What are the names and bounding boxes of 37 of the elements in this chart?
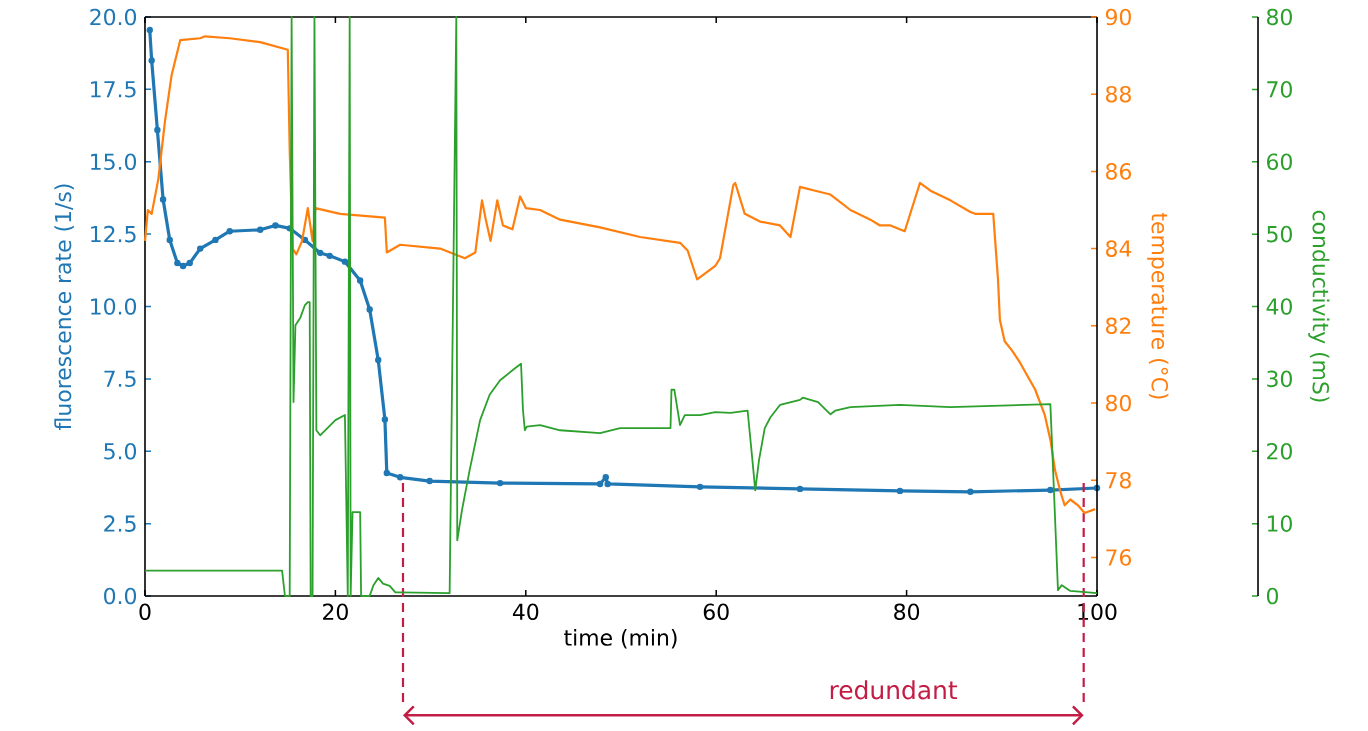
y-tick-label: 10.0 [91, 298, 137, 315]
y2-tick-label: 88 [1106, 85, 1131, 103]
y-tick-label: 0.0 [104, 587, 137, 605]
text: redundant [830, 680, 958, 700]
y3-tick-label: 70 [1267, 81, 1292, 98]
y3-tick-label: 0 [1266, 587, 1278, 605]
y3-tick-label: 50 [1267, 225, 1292, 243]
x-tick-label: 40 [512, 603, 539, 621]
y-tick-label: 5.0 [104, 442, 137, 460]
y3-tick-label: 20 [1267, 442, 1292, 460]
y-tick-label: 7.5 [104, 370, 136, 388]
y2-tick-label: 90 [1105, 8, 1131, 26]
x-tick-label: 100 [1078, 603, 1117, 621]
y3-axis-title: conductivity (mS) [1308, 210, 1330, 402]
y2-tick-label: 84 [1106, 240, 1132, 257]
y2-tick-label: 80 [1106, 394, 1131, 412]
x-tick-label: 0 [139, 603, 151, 621]
y-tick-label: 17.5 [91, 81, 136, 98]
y3-tick-label: 40 [1266, 298, 1292, 315]
x-tick-label: 60 [703, 603, 729, 621]
x-tick-label: 80 [894, 603, 920, 621]
y3-tick-label: 80 [1267, 8, 1292, 26]
y2-tick-label: 78 [1106, 471, 1131, 489]
y2-tick-label: 86 [1106, 163, 1132, 180]
y2-axis-title: temperature (°C) [1147, 213, 1169, 399]
y-tick-label: 15.0 [91, 153, 137, 171]
y-tick-label: 20.0 [90, 8, 137, 26]
y-tick-label: 12.5 [91, 225, 136, 243]
y-axis-title: fluorescence rate (1/s) [54, 184, 74, 430]
y-tick-label: 2.5 [104, 515, 136, 532]
y3-tick-label: 30 [1267, 370, 1292, 388]
y2-tick-label: 76 [1106, 549, 1132, 566]
y3-tick-label: 60 [1267, 153, 1292, 171]
y3-tick-label: 10 [1267, 515, 1292, 532]
x-tick-label: 20 [323, 603, 348, 621]
y2-tick-label: 82 [1106, 317, 1131, 335]
x-axis-title: time (min) [564, 628, 677, 649]
